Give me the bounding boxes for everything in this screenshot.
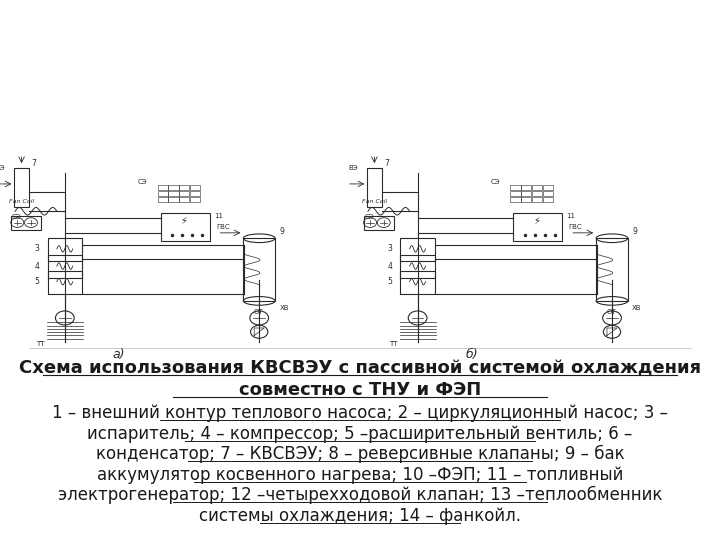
Text: ВЭ: ВЭ xyxy=(0,165,5,171)
Text: 7: 7 xyxy=(384,159,390,168)
Bar xyxy=(190,191,200,196)
Text: 3: 3 xyxy=(35,244,40,253)
Bar xyxy=(532,191,542,196)
Bar xyxy=(400,271,435,294)
Bar xyxy=(532,197,542,202)
Bar xyxy=(521,197,531,202)
Text: СЭ: СЭ xyxy=(138,179,147,185)
Bar xyxy=(367,168,382,207)
Text: испаритель; 4 – компрессор; 5 –расширительный вентиль; 6 –: испаритель; 4 – компрессор; 5 –расширите… xyxy=(87,424,633,443)
Text: ГВС: ГВС xyxy=(216,224,230,230)
Text: Fan Coil: Fan Coil xyxy=(362,199,387,204)
Bar xyxy=(400,238,435,261)
Text: 11: 11 xyxy=(214,213,222,219)
Bar xyxy=(532,185,542,190)
Bar xyxy=(158,191,168,196)
Text: б): б) xyxy=(465,348,478,361)
Text: 4: 4 xyxy=(387,261,392,271)
Bar xyxy=(510,191,521,196)
Bar xyxy=(521,185,531,190)
Bar xyxy=(400,255,435,278)
Bar xyxy=(596,238,628,301)
Bar xyxy=(513,213,562,241)
Bar xyxy=(48,271,82,294)
Text: а): а) xyxy=(112,348,125,361)
Bar xyxy=(161,213,210,241)
Bar xyxy=(364,215,394,230)
Text: СЭ: СЭ xyxy=(12,214,21,220)
Bar xyxy=(521,191,531,196)
Bar xyxy=(543,191,553,196)
Text: 7: 7 xyxy=(32,159,37,168)
Text: 4: 4 xyxy=(35,261,40,271)
Text: 5: 5 xyxy=(35,277,40,286)
Bar xyxy=(48,238,82,261)
Text: ХВ: ХВ xyxy=(632,305,642,311)
Text: 1 – внешний контур теплового насоса; 2 – циркуляционный насос; 3 –: 1 – внешний контур теплового насоса; 2 –… xyxy=(52,404,668,422)
Bar xyxy=(190,185,200,190)
Bar xyxy=(179,185,189,190)
Bar xyxy=(179,191,189,196)
Text: СЭ: СЭ xyxy=(490,179,500,185)
Text: СЭ: СЭ xyxy=(364,214,374,220)
Bar xyxy=(158,197,168,202)
Text: 9: 9 xyxy=(279,227,284,237)
Text: совместно с ТНУ и ФЭП: совместно с ТНУ и ФЭП xyxy=(239,381,481,399)
Text: ⚡: ⚡ xyxy=(180,216,187,226)
Bar xyxy=(179,197,189,202)
Bar xyxy=(11,215,41,230)
Bar xyxy=(14,168,29,207)
Text: Fan Coil: Fan Coil xyxy=(9,199,35,204)
Text: ВЭ: ВЭ xyxy=(348,165,358,171)
Text: ТТ: ТТ xyxy=(389,341,397,347)
Bar xyxy=(168,191,179,196)
Text: ГВС: ГВС xyxy=(569,224,582,230)
Text: 5: 5 xyxy=(387,277,392,286)
Bar xyxy=(158,185,168,190)
Text: ОТ: ОТ xyxy=(606,309,616,315)
Bar xyxy=(510,185,521,190)
Bar xyxy=(543,185,553,190)
Text: Схема использования КВСВЭУ с пассивной системой охлаждения: Схема использования КВСВЭУ с пассивной с… xyxy=(19,359,701,377)
Text: конденсатор; 7 – КВСВЭУ; 8 – реверсивные клапаны; 9 – бак: конденсатор; 7 – КВСВЭУ; 8 – реверсивные… xyxy=(96,445,624,463)
Text: ТТ: ТТ xyxy=(36,341,45,347)
Bar xyxy=(190,197,200,202)
Bar xyxy=(510,197,521,202)
Bar xyxy=(543,197,553,202)
Text: электрогенератор; 12 –четырехходовой клапан; 13 –теплообменник: электрогенератор; 12 –четырехходовой кла… xyxy=(58,486,662,504)
Text: 9: 9 xyxy=(632,227,637,237)
Bar xyxy=(168,185,179,190)
Text: 11: 11 xyxy=(567,213,576,219)
Text: 3: 3 xyxy=(387,244,392,253)
Bar xyxy=(48,255,82,278)
Bar xyxy=(168,197,179,202)
Text: системы охлаждения; 14 – фанкойл.: системы охлаждения; 14 – фанкойл. xyxy=(199,507,521,525)
Bar xyxy=(243,238,275,301)
Text: ⚡: ⚡ xyxy=(533,216,540,226)
Text: ОТ: ОТ xyxy=(253,309,263,315)
Text: ХВ: ХВ xyxy=(279,305,289,311)
Text: аккумулятор косвенного нагрева; 10 –ФЭП; 11 – топливный: аккумулятор косвенного нагрева; 10 –ФЭП;… xyxy=(96,465,624,484)
